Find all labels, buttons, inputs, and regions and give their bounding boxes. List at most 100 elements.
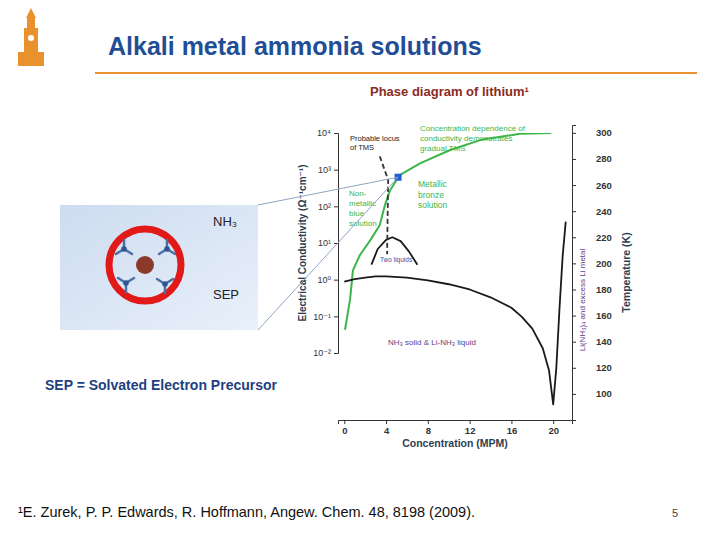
annotation: Two liquids: [380, 256, 413, 264]
tick: 4: [384, 420, 390, 436]
x-axis: 0 4 8 12 16 20: [339, 420, 573, 436]
series-line: [345, 133, 551, 330]
sep-illustration: NH₃ SEP: [60, 205, 258, 330]
tick-mark: [334, 206, 338, 207]
tick: 16: [507, 420, 518, 436]
tick-mark: [553, 420, 554, 424]
annotation: NH₃ solid & Li-NH₃ liquid: [388, 338, 476, 347]
annotation: Probable locus: [350, 134, 400, 143]
series-line: [380, 156, 388, 254]
tick-mark: [572, 316, 576, 317]
tick-mark: [572, 289, 576, 290]
logo: [18, 8, 44, 66]
series-line: [371, 237, 417, 264]
annotation: metallic: [349, 199, 376, 208]
tick: 12: [465, 420, 476, 436]
series-line: [344, 222, 565, 405]
tick-label: 0: [342, 425, 347, 436]
tick-mark: [344, 420, 345, 424]
tick-mark: [572, 237, 576, 238]
y-axis: 10⁻²10⁻¹10⁰10¹10²10³10⁴: [313, 128, 338, 358]
tick-label: 8: [426, 425, 431, 436]
logo-part: [26, 8, 36, 18]
tick-mark: [334, 280, 338, 281]
tick-label: 12: [465, 425, 476, 436]
annotation: Li(NH₃)₄ and excess Li metal: [578, 249, 587, 352]
tick-label: 10⁰: [317, 275, 331, 285]
tick-label: 200: [596, 258, 612, 269]
annotation: Non-: [349, 189, 367, 198]
ammonia-molecule: [157, 279, 173, 293]
slide-title: Alkali metal ammonia solutions: [108, 32, 482, 60]
tick-label: 16: [507, 425, 518, 436]
x-axis-title: Concentration (MPM): [402, 437, 508, 449]
y2-axis-title: Temperature (K): [620, 232, 632, 312]
chart: 04812162010⁻²10⁻¹10⁰10¹10²10³10⁴10012014…: [297, 124, 632, 449]
tick-mark: [572, 342, 576, 343]
axis-line: [339, 421, 573, 425]
tick: 240: [572, 206, 612, 217]
footnote: ¹E. Zurek, P. P. Edwards, R. Hoffmann, A…: [18, 504, 475, 520]
image-label: NH₃: [213, 214, 237, 229]
tick-mark: [572, 263, 576, 264]
tick: 10⁻²: [313, 348, 338, 358]
tick-label: 140: [596, 336, 612, 347]
ammonia-molecule: [116, 240, 132, 254]
lithium-ion: [136, 256, 154, 274]
logo-part: [18, 52, 44, 66]
tick-mark: [334, 353, 338, 354]
ammonia-nitrogen: [121, 246, 127, 252]
tick-label: 20: [548, 425, 559, 436]
series: [345, 133, 551, 330]
tick: 10¹: [318, 238, 338, 248]
tick-label: 10¹: [318, 238, 331, 248]
tick: 10⁴: [317, 128, 338, 138]
tick-mark: [334, 133, 338, 134]
tick-mark: [428, 420, 429, 424]
annotation: gradual TMS: [420, 144, 466, 153]
annotation: conductivity demonstrates: [420, 134, 513, 143]
tick: 10⁻¹: [313, 312, 338, 322]
tick-label: 280: [596, 153, 612, 164]
y-axis-title: Electrical Conductivity (Ω⁻¹cm⁻¹): [297, 165, 308, 322]
tick-mark: [572, 133, 576, 134]
tick-label: 4: [384, 425, 390, 436]
tick: 300: [572, 127, 612, 138]
logo-part: [28, 35, 34, 41]
tick-label: 180: [596, 284, 612, 295]
series: [380, 156, 388, 254]
tick-label: 260: [596, 180, 612, 191]
ammonia-molecule: [118, 278, 134, 292]
title-rule: [95, 72, 697, 74]
annotations: Probable locusof TMSConcentration depend…: [349, 124, 587, 351]
chart-heading: Phase diagram of lithium¹: [370, 84, 529, 99]
slide: Alkali metal ammonia solutions Phase diag…: [0, 0, 720, 540]
tick-label: 220: [596, 232, 612, 243]
tick-label: 240: [596, 206, 612, 217]
tick: 100: [572, 388, 612, 399]
tick: 8: [426, 420, 431, 436]
tick-label: 10³: [318, 165, 331, 175]
axis-line: [573, 126, 577, 421]
tick: 20: [548, 420, 559, 436]
tick-mark: [511, 420, 512, 424]
annotation: Metallic: [418, 179, 448, 189]
tick-mark: [572, 159, 576, 160]
zoom-line: [258, 177, 398, 330]
tick: 120: [572, 362, 612, 373]
plot-area: [344, 133, 565, 404]
ammonia-molecule: [159, 240, 175, 254]
tick-mark: [572, 368, 576, 369]
image-label: SEP: [213, 287, 239, 302]
annotation: of TMS: [350, 143, 374, 152]
tick: 10⁰: [317, 275, 338, 285]
tick: 0: [342, 420, 347, 436]
annotation: solution: [418, 200, 448, 210]
tick-label: 10⁻¹: [313, 312, 331, 322]
tick: 260: [572, 180, 612, 191]
tick-mark: [334, 316, 338, 317]
ammonia-nitrogen: [162, 281, 168, 287]
tick: 280: [572, 153, 612, 164]
tick: 10³: [318, 165, 338, 175]
tick-label: 100: [596, 388, 612, 399]
